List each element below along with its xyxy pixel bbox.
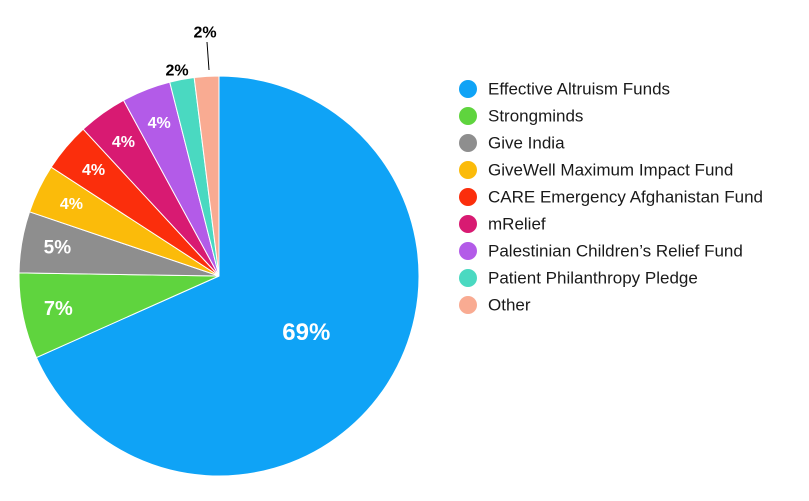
slice-label-effective-altruism-funds: 69%	[282, 319, 330, 346]
legend-label-other: Other	[488, 296, 531, 315]
legend-marker-patient-philanthropy-pledge	[459, 269, 477, 287]
legend-marker-palestinian-children-s-relief-fund	[459, 242, 477, 260]
pie-slice-other	[193, 75, 220, 277]
slice-label-care-emergency-afghanistan-fund: 4%	[82, 162, 105, 179]
legend: Effective Altruism Funds Strongminds Give …	[459, 80, 763, 315]
legend-marker-strongminds	[459, 107, 477, 125]
legend-label-patient-philanthropy-pledge: Patient Philanthropy Pledge	[488, 269, 698, 288]
slice-label-palestinian-children-s-relief-fund: 4%	[148, 115, 171, 132]
pie-slice-effective-altruism-funds	[35, 75, 420, 477]
legend-marker-mrelief	[459, 215, 477, 233]
legend-marker-effective-altruism-funds	[459, 80, 477, 98]
legend-marker-givewell-maximum-impact-fund	[459, 161, 477, 179]
slice-label-strongminds: 7%	[44, 298, 73, 320]
slice-label-give-india: 5%	[44, 238, 72, 259]
slice-label-givewell-maximum-impact-fund: 4%	[60, 196, 83, 213]
legend-label-strongminds: Strongminds	[488, 107, 583, 126]
pie-slices	[18, 75, 420, 477]
legend-marker-other	[459, 296, 477, 314]
legend-label-mrelief: mRelief	[488, 215, 546, 234]
legend-marker-care-emergency-afghanistan-fund	[459, 188, 477, 206]
leader-line-other	[206, 41, 210, 71]
legend-marker-give-india	[459, 134, 477, 152]
legend-label-palestinian-children-s-relief-fund: Palestinian Children’s Relief Fund	[488, 242, 743, 261]
pie-labels: 69% 7% 5% 4% 4% 4% 4% 2% 2%	[44, 25, 331, 347]
slice-label-patient-philanthropy-pledge: 2%	[165, 63, 188, 80]
slice-label-other: 2%	[193, 25, 216, 42]
legend-label-give-india: Give India	[488, 134, 565, 153]
legend-label-effective-altruism-funds: Effective Altruism Funds	[488, 80, 670, 99]
slice-label-mrelief: 4%	[112, 134, 135, 151]
legend-label-care-emergency-afghanistan-fund: CARE Emergency Afghanistan Fund	[488, 188, 763, 207]
legend-label-givewell-maximum-impact-fund: GiveWell Maximum Impact Fund	[488, 161, 733, 180]
